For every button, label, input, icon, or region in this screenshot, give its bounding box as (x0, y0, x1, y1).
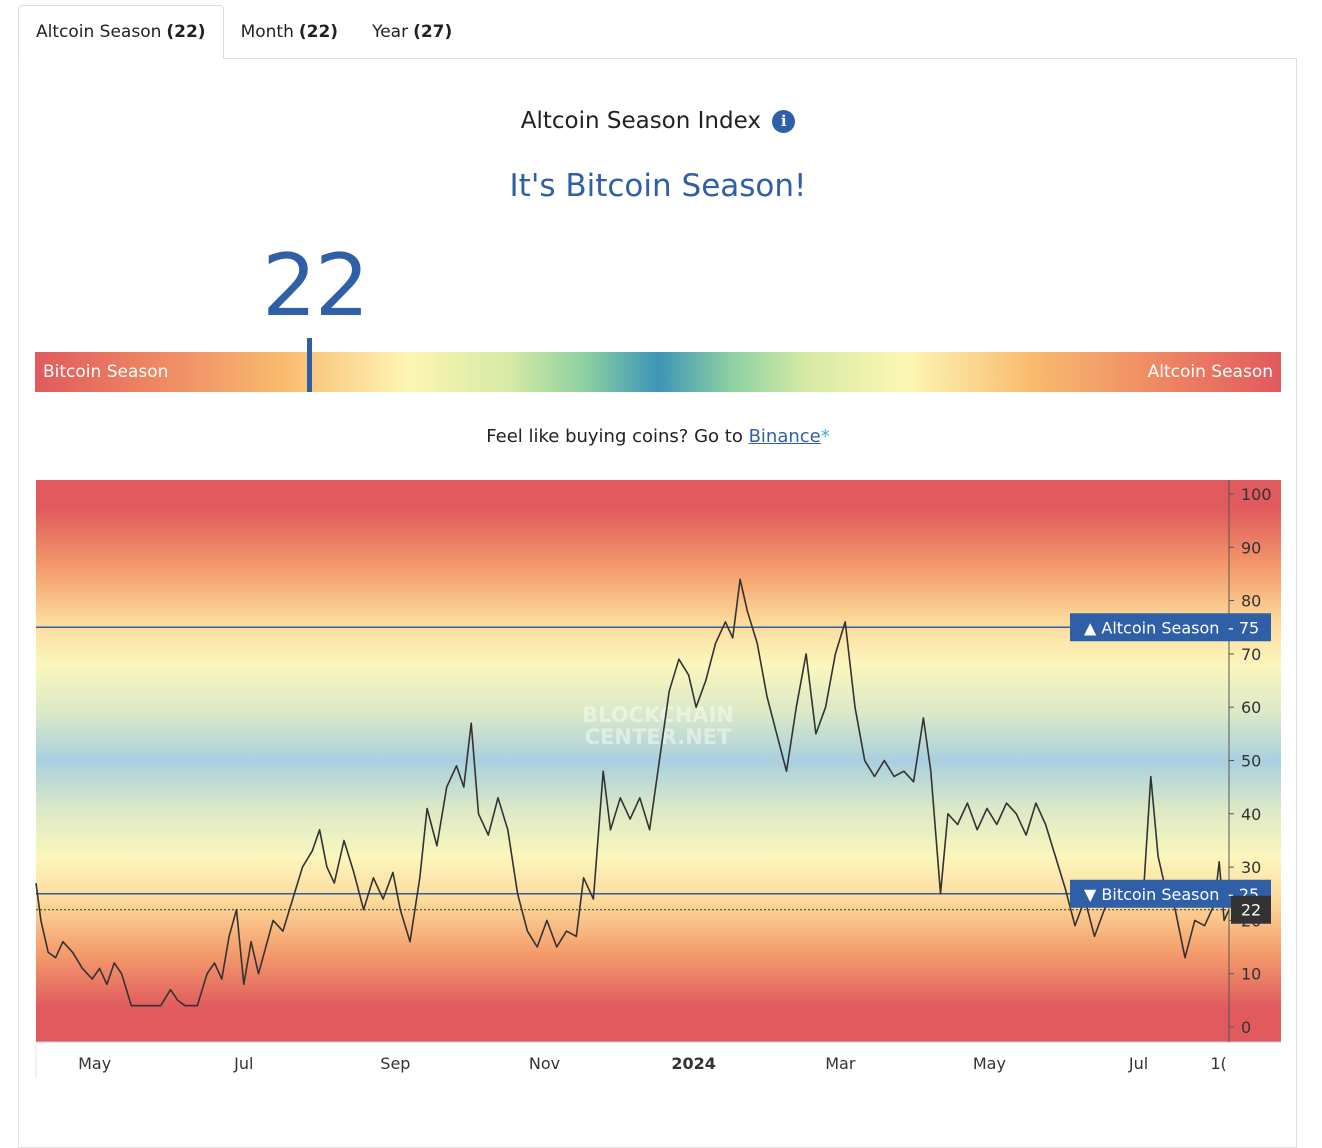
x-tick-label: May (78, 1054, 111, 1073)
threshold-label-text: ▼ Bitcoin Season (1084, 885, 1219, 904)
tab-label: Year (372, 21, 409, 42)
threshold-value-tag: - 75 (1228, 618, 1259, 637)
tab-label: Month (240, 21, 294, 42)
tab-label: Altcoin Season (36, 22, 162, 42)
gauge-label-bitcoin: Bitcoin Season (43, 362, 169, 382)
index-title-row: Altcoin Season Index i (0, 108, 1316, 134)
x-tick-label: Mar (825, 1054, 856, 1073)
binance-asterisk: * (820, 426, 830, 447)
watermark-text: CENTER.NET (585, 725, 732, 749)
season-gauge (35, 352, 1281, 392)
tab-count: (22) (166, 22, 206, 42)
y-tick-label: 50 (1241, 752, 1261, 771)
watermark-text: BLOCKCHAIN (582, 703, 734, 727)
threshold-label-box (1070, 613, 1271, 642)
x-axis-area (36, 1042, 1281, 1080)
y-tick-label: 60 (1241, 698, 1261, 717)
threshold-label-text: ▲ Altcoin Season (1084, 618, 1219, 637)
current-value-text: 22 (1241, 901, 1261, 920)
y-tick-label: 70 (1241, 645, 1261, 664)
tab-count: (27) (413, 21, 453, 42)
y-tick-label: 10 (1241, 965, 1261, 984)
binance-link[interactable]: Binance (748, 426, 821, 447)
tab-year[interactable]: Year (27) (355, 5, 469, 58)
y-tick-label: 0 (1241, 1018, 1251, 1037)
x-tick-label: Nov (529, 1054, 560, 1073)
tab-count: (22) (298, 21, 339, 42)
chart-background (36, 480, 1281, 1042)
y-tick-label: 90 (1241, 538, 1261, 557)
info-icon[interactable]: i (772, 110, 796, 133)
x-tick-label: 2024 (671, 1054, 716, 1073)
tab-month[interactable]: Month (22) (224, 5, 356, 58)
y-tick-label: 100 (1241, 485, 1272, 504)
buy-prompt: Feel like buying coins? Go to Binance* (0, 426, 1316, 447)
index-series-line (35, 578, 1230, 1007)
tab-bar: Altcoin Season (22) Month (22) Year (27) (18, 5, 469, 59)
gauge-marker (306, 338, 312, 392)
threshold-label: ▲ Altcoin Season - 75 (1070, 613, 1271, 642)
buy-prompt-text: Feel like buying coins? Go to (486, 426, 749, 447)
tab-altcoin-season[interactable]: Altcoin Season (22) (18, 5, 224, 59)
y-tick-label: 40 (1241, 805, 1261, 824)
gauge-label-altcoin: Altcoin Season (1147, 362, 1273, 382)
page-title: Altcoin Season Index (520, 108, 761, 134)
index-value: 22 (262, 236, 369, 336)
season-headline: It's Bitcoin Season! (509, 168, 807, 204)
x-tick-label: Sep (380, 1054, 410, 1073)
x-tick-label: Jul (1128, 1054, 1148, 1073)
current-value-tag: 22 (1231, 895, 1271, 924)
x-tick-label: 1( (1210, 1054, 1226, 1073)
y-tick-label: 30 (1241, 858, 1261, 877)
y-tick-label: 80 (1241, 592, 1261, 611)
x-tick-label: May (973, 1054, 1006, 1073)
x-tick-label: Jul (233, 1054, 253, 1073)
current-value-box (1231, 895, 1271, 924)
